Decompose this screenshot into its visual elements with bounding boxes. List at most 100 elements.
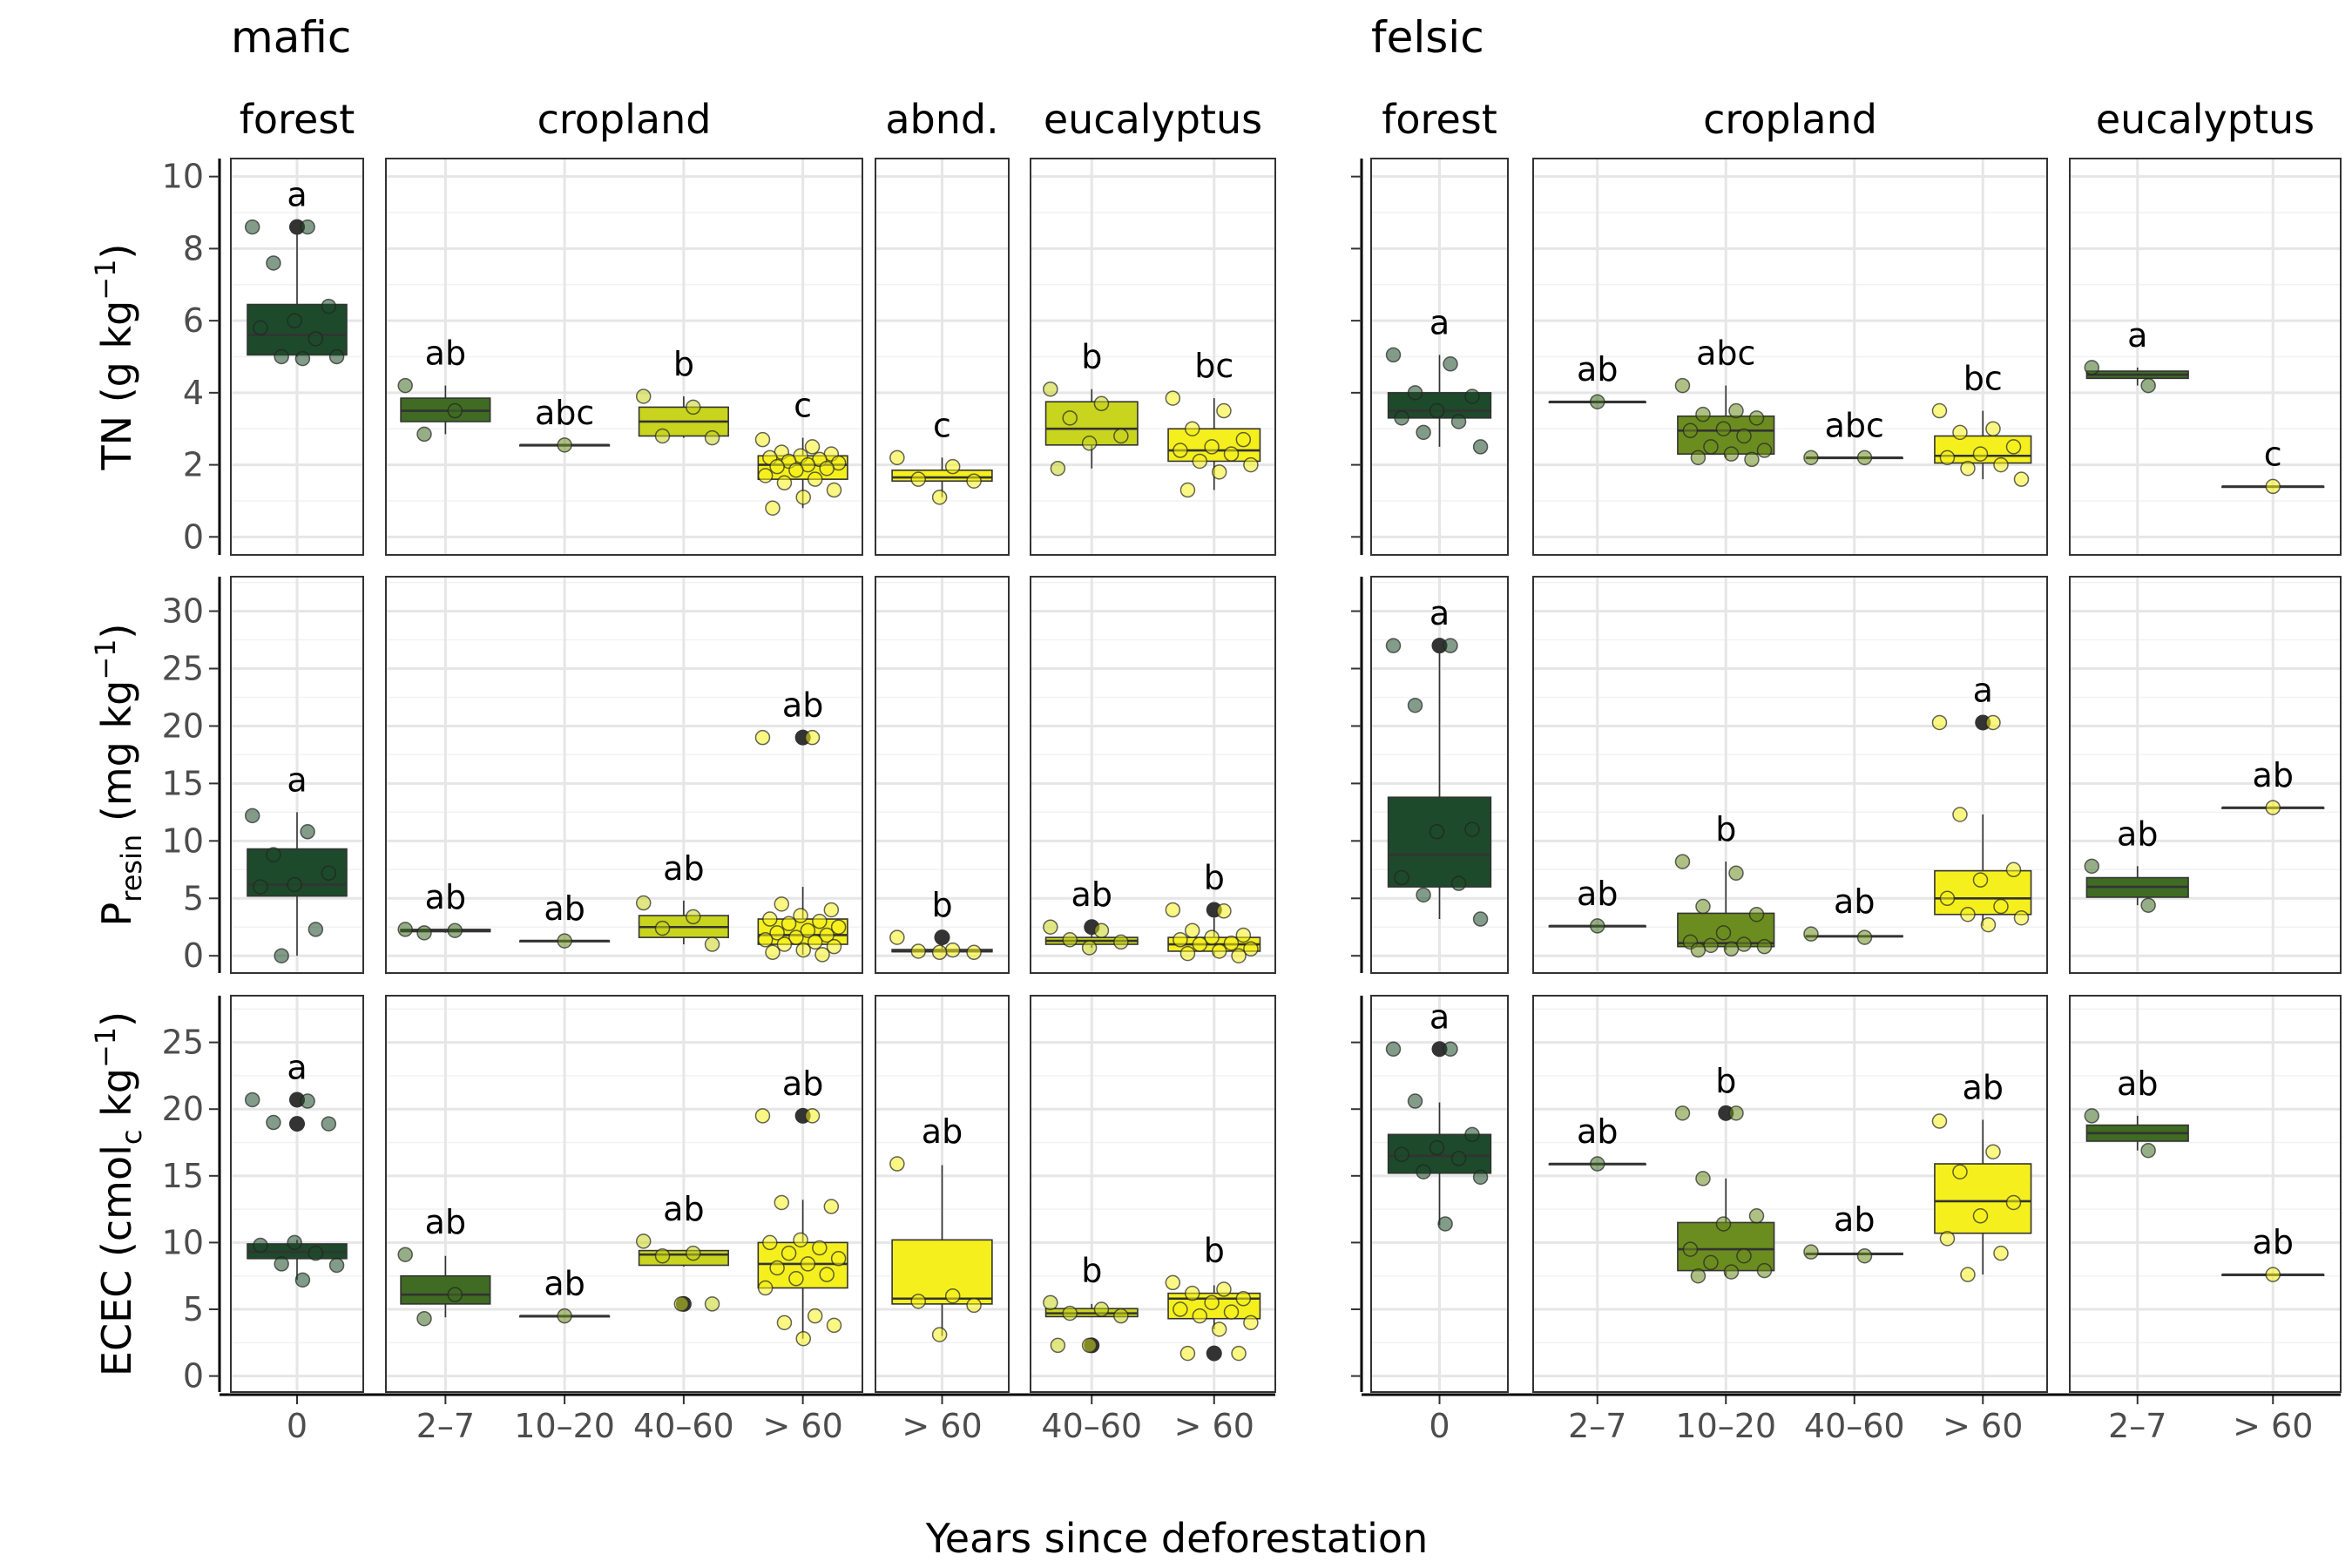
data-point-7 xyxy=(1416,887,1431,903)
significance-letter: b xyxy=(1715,810,1736,848)
outlier-point-0 xyxy=(934,929,950,946)
data-point-0 xyxy=(1674,854,1691,869)
data-point-0 xyxy=(1590,394,1605,409)
x-tick-label-felsic-cropland-2-7: 2–7 xyxy=(1568,1407,1626,1445)
data-point-15 xyxy=(776,1315,793,1331)
panel-p-mafic-forest: a xyxy=(230,576,364,974)
x-tick-label-mafic-eucalyptus-40-60: 40–60 xyxy=(1041,1407,1142,1445)
data-point-4 xyxy=(793,1232,808,1248)
panel-border xyxy=(1030,576,1276,974)
significance-letter: ab xyxy=(663,849,704,888)
significance-letter: a xyxy=(287,1048,307,1086)
data-point-5 xyxy=(1939,890,1956,907)
panel-ecec-felsic-forest: a xyxy=(1370,995,1509,1393)
data-point-5 xyxy=(1173,932,1188,948)
panel-background xyxy=(1031,996,1275,1392)
data-point-1 xyxy=(1856,1247,1873,1264)
data-point-1 xyxy=(686,399,701,416)
data-point-1 xyxy=(1093,395,1110,412)
significance-letter: ab xyxy=(922,1112,963,1151)
data-point-13 xyxy=(757,1280,774,1296)
box-ecec-mafic-eucalyptus-40-60: b xyxy=(1043,1251,1139,1354)
data-point-3 xyxy=(966,944,982,961)
data-point-0 xyxy=(244,219,260,235)
box-p-felsic-cropland-2-7: ab xyxy=(1548,875,1646,934)
data-point-3 xyxy=(823,902,840,918)
box-p-felsic-eucalyptus-2-7: ab xyxy=(2084,814,2189,913)
data-point-6 xyxy=(812,913,828,929)
data-point-3 xyxy=(966,473,982,489)
significance-letter: ab xyxy=(1834,1200,1875,1239)
data-point-3 xyxy=(1464,389,1480,404)
data-point-6 xyxy=(308,1245,324,1261)
panel-border xyxy=(2069,576,2342,974)
facet-strip-felsic-cropland: cropland xyxy=(1703,96,1877,143)
data-point-6 xyxy=(1223,446,1240,462)
data-point-4 xyxy=(931,1327,948,1342)
data-point-1 xyxy=(804,729,821,746)
data-point-5 xyxy=(1939,449,1956,466)
significance-letter: ab xyxy=(1577,1112,1618,1151)
data-point-17 xyxy=(795,1330,811,1347)
panel-border xyxy=(230,576,364,974)
data-point-9 xyxy=(1211,943,1227,959)
data-point-2 xyxy=(1952,807,1968,822)
data-point-6 xyxy=(1450,1151,1467,1166)
data-point-2 xyxy=(1695,1171,1711,1186)
data-point-4 xyxy=(931,490,948,505)
data-point-6 xyxy=(1993,898,2009,915)
data-point-7 xyxy=(1192,1308,1208,1324)
data-point-0 xyxy=(1674,1105,1691,1121)
data-point-5 xyxy=(1939,1231,1956,1247)
y-axes: 0 2 4 6 8 10 0 5 10 15 20 25 30 0 5 10 15 20 25 TN (g kg−1)… xyxy=(89,158,2341,1396)
significance-letter: b xyxy=(1715,1062,1736,1100)
y-axis-title-tn: TN (g kg−1) xyxy=(89,244,140,471)
significance-letter: ab xyxy=(544,889,585,928)
data-point-7 xyxy=(781,916,797,932)
data-point-11 xyxy=(819,927,835,943)
data-point-7 xyxy=(274,348,289,365)
data-point-6 xyxy=(1450,414,1467,429)
data-point-4 xyxy=(1081,1337,1098,1354)
significance-letter: b xyxy=(673,345,694,383)
data-point-0 xyxy=(1043,919,1058,935)
significance-letter: c xyxy=(933,406,951,444)
panel-p-felsic-cropland: ab b ab a xyxy=(1532,576,2048,974)
panel-border xyxy=(230,995,364,1393)
panel-border xyxy=(1532,995,2048,1393)
data-point-0 xyxy=(1931,1113,1948,1129)
data-point-2 xyxy=(910,1294,926,1309)
panel-ecec-felsic-cropland: ab b ab ab xyxy=(1532,995,2048,1393)
data-point-4 xyxy=(1204,1294,1220,1311)
data-point-0 xyxy=(1385,1041,1402,1058)
data-point-1 xyxy=(686,909,701,925)
data-point-11 xyxy=(1231,948,1247,963)
y-tick-label-p-15: 15 xyxy=(162,764,204,802)
y-tick-label-tn-8: 8 xyxy=(183,229,204,267)
data-point-1 xyxy=(447,1287,463,1302)
box-ecec-felsic-cropland-60: ab xyxy=(1931,1068,2032,1282)
significance-letter: ab xyxy=(1577,350,1618,389)
data-point-0 xyxy=(1803,926,1819,942)
data-point-7 xyxy=(274,948,289,963)
data-point-1 xyxy=(300,824,315,840)
data-point-6 xyxy=(1993,456,2009,473)
box-ecec-felsic-forest-0: a xyxy=(1385,997,1492,1232)
panel-tn-mafic-eucalyptus: b bc xyxy=(1030,158,1276,556)
data-point-9 xyxy=(1980,916,1997,933)
data-point-5 xyxy=(253,320,268,336)
box-ecec-mafic-cropland-10-20: ab xyxy=(519,1265,611,1324)
data-point-0 xyxy=(1165,902,1181,918)
data-point-5 xyxy=(1050,460,1066,476)
data-point-3 xyxy=(1113,1308,1129,1324)
data-point-8 xyxy=(1756,1262,1773,1279)
facet-strip-felsic-eucalyptus: eucalyptus xyxy=(2096,96,2315,143)
box-tn-mafic-eucalyptus-60: bc xyxy=(1165,347,1261,498)
data-point-0 xyxy=(1043,1294,1058,1311)
data-point-5 xyxy=(1682,422,1699,439)
box-ecec-mafic-cropland-40-60: ab xyxy=(635,1190,729,1312)
data-point-0 xyxy=(1931,402,1948,419)
data-point-1 xyxy=(1216,1281,1232,1297)
box-ecec-mafic-eucalyptus-60: b xyxy=(1165,1231,1261,1362)
data-point-4 xyxy=(1715,925,1732,941)
